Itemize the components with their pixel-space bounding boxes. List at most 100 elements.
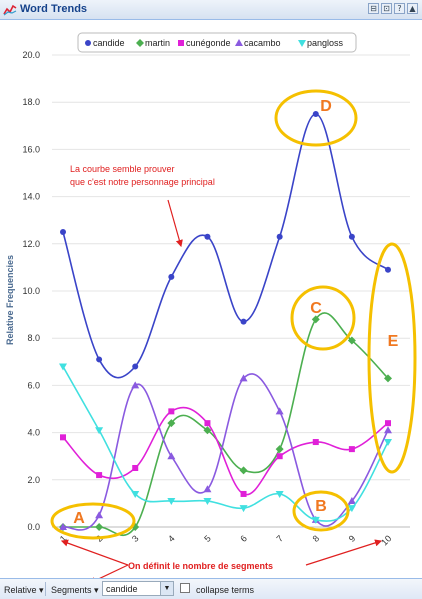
data-point — [96, 472, 103, 479]
collapse-terms-label: collapse terms — [196, 585, 255, 595]
segments-menu[interactable]: Segments ▾ — [51, 585, 99, 595]
data-point — [168, 273, 175, 280]
data-point — [276, 453, 283, 460]
data-point — [59, 523, 67, 530]
relative-menu[interactable]: Relative ▾ — [4, 585, 44, 595]
chart-grid — [52, 54, 410, 528]
chevron-down-icon[interactable]: ▼ — [160, 582, 173, 595]
x-tick-label: 10 — [379, 533, 393, 547]
series-line — [62, 113, 389, 379]
data-point — [239, 505, 248, 513]
data-point — [240, 490, 247, 497]
help-button[interactable]: ? — [394, 3, 405, 14]
y-tick-label: 20.0 — [22, 50, 40, 60]
data-point — [239, 466, 248, 475]
minimize-button[interactable]: ⊟ — [368, 3, 379, 14]
data-point — [60, 229, 66, 235]
data-point — [384, 374, 392, 383]
data-point — [275, 490, 284, 498]
series-line — [62, 373, 389, 531]
ellipse-a — [50, 502, 136, 540]
note-arrow — [167, 199, 183, 248]
letter-c: C — [310, 300, 322, 317]
y-tick-label: 4.0 — [27, 428, 40, 438]
series-martin — [59, 312, 392, 537]
series-cacambo — [59, 373, 392, 531]
data-point — [204, 420, 211, 427]
ellipse-b — [292, 490, 350, 532]
legend-label: cacambo — [244, 38, 281, 48]
window-title: Word Trends — [20, 3, 88, 15]
x-tick-label: 4 — [166, 533, 177, 544]
series-cunégonde — [60, 406, 391, 497]
data-point — [131, 381, 140, 389]
legend-marker — [235, 39, 243, 46]
legend-label: pangloss — [307, 38, 344, 48]
data-point — [131, 490, 140, 498]
data-point — [385, 266, 391, 273]
annotations: A B C D E La courbe semble prouver que c'est n… — [50, 89, 417, 578]
data-point — [347, 336, 356, 345]
x-tick-label: 5 — [202, 533, 213, 544]
term-select[interactable]: candide ▼ — [102, 581, 174, 596]
y-tick-label: 18.0 — [22, 97, 40, 107]
data-point — [276, 233, 283, 240]
data-point — [239, 374, 248, 382]
maximize-button[interactable]: ⊡ — [381, 3, 392, 14]
y-tick-label: 8.0 — [27, 333, 40, 343]
y-tick-label: 16.0 — [22, 144, 40, 154]
legend-label: martin — [145, 38, 170, 48]
series-line — [63, 312, 389, 537]
legend-label: cunégonde — [186, 38, 231, 48]
data-point — [275, 407, 284, 415]
data-point — [384, 439, 392, 447]
legend-marker — [298, 40, 306, 47]
legend-box — [77, 32, 357, 53]
y-tick-label: 14.0 — [22, 192, 40, 202]
data-point — [132, 363, 139, 370]
bottom-toolbar: Relative ▾ Segments ▾ candide ▼ collapse… — [0, 578, 422, 599]
collapse-button[interactable]: ▲ — [407, 3, 418, 14]
data-point — [132, 465, 139, 471]
segments-arrow-right — [305, 539, 383, 566]
data-point — [95, 427, 104, 435]
legend-marker — [178, 40, 184, 46]
ellipse-c — [290, 285, 356, 351]
segments-note: On définit le nombre de segments — [128, 561, 273, 571]
x-tick-label: 3 — [130, 533, 141, 544]
y-tick-label: 0.0 — [27, 522, 40, 532]
series-line — [62, 366, 389, 522]
ellipse-d — [274, 89, 358, 147]
x-tick-label: 9 — [347, 533, 358, 544]
data-point — [347, 505, 356, 513]
data-point — [95, 511, 104, 519]
data-point — [60, 434, 66, 441]
y-axis-ticks: 0.0 2.0 4.0 6.0 8.0 10.0 12.0 14.0 16.0 18.0 20.0 — [22, 50, 40, 532]
y-axis-label: Relative Frequencies — [5, 255, 15, 345]
chart-series — [59, 111, 392, 537]
data-point — [385, 420, 391, 427]
data-point — [275, 445, 284, 454]
trends-app-icon — [3, 4, 17, 16]
note-line-2: que c'est notre personnage principal — [70, 177, 215, 187]
y-tick-label: 12.0 — [22, 239, 40, 249]
data-point — [204, 233, 211, 240]
data-point — [167, 498, 176, 506]
y-tick-label: 2.0 — [27, 475, 40, 485]
segments-arrow-left — [60, 539, 129, 566]
collapse-terms-checkbox[interactable] — [180, 583, 190, 593]
x-tick-label: 7 — [274, 533, 285, 544]
data-point — [59, 363, 67, 371]
data-point — [96, 356, 103, 363]
data-point — [203, 426, 212, 435]
letter-e: E — [388, 333, 399, 350]
x-tick-label: 1 — [58, 533, 69, 544]
legend-label: candide — [93, 38, 125, 48]
series-candide — [60, 111, 391, 379]
word-trends-chart: 0.02.04.06.08.010.012.014.016.018.020.0 … — [5, 32, 417, 578]
data-point — [95, 523, 104, 531]
x-tick-label: 8 — [311, 533, 322, 544]
y-tick-label: 10.0 — [22, 286, 40, 296]
data-point — [384, 426, 392, 434]
letter-d: D — [320, 98, 332, 115]
